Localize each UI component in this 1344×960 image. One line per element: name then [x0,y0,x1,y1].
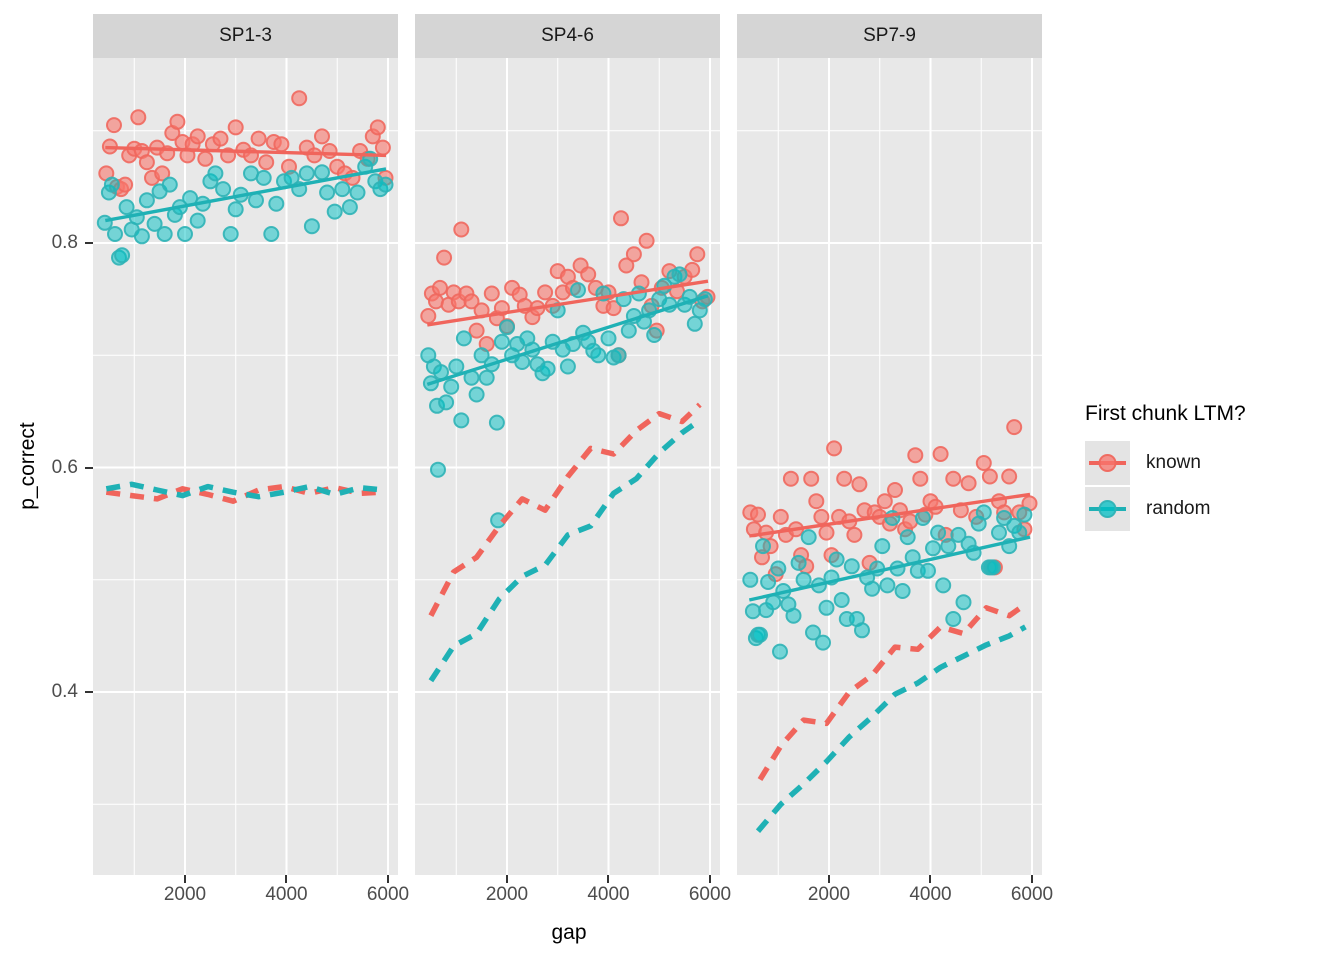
x-tick-label: 6000 [1010,884,1054,905]
x-tick-mark [506,875,508,883]
y-tick-mark [85,691,93,693]
legend-entry-random: random [1085,486,1246,532]
x-tick-label: 6000 [688,884,732,905]
facet-panel-sp4-6 [415,58,720,875]
x-tick-mark [828,875,830,883]
x-tick-label: 2000 [807,884,851,905]
legend-key-random-icon [1085,487,1130,531]
x-tick-mark [1030,875,1033,883]
legend-title: First chunk LTM? [1085,402,1246,425]
x-tick-mark [708,875,711,883]
x-tick-mark [929,875,932,883]
facet-panel-sp1-3 [93,58,398,875]
x-tick-label: 6000 [366,884,410,905]
y-tick-label: 0.6 [51,456,78,478]
x-tick-label: 2000 [485,884,529,905]
x-tick-label: 2000 [163,884,207,905]
legend-key-known-icon [1085,441,1130,485]
y-tick-mark [85,242,93,244]
facet-strip-sp7-9: SP7-9 [737,14,1042,58]
x-tick-mark [607,875,610,883]
facet-strip-sp4-6: SP4-6 [415,14,720,58]
x-tick-label: 4000 [265,884,308,905]
x-axis-title: gap [551,921,587,944]
x-tick-mark [386,875,389,883]
x-tick-label: 4000 [587,884,630,905]
facet-strip-sp1-3: SP1-3 [93,14,398,58]
x-tick-mark [184,875,186,883]
x-tick-mark [285,875,288,883]
legend-label-random: random [1146,498,1211,519]
legend-label-known: known [1146,452,1201,473]
facet-panel-sp7-9 [737,58,1042,875]
x-tick-label: 4000 [909,884,952,905]
y-tick-label: 0.4 [51,681,78,702]
y-tick-mark [85,466,93,469]
y-tick-label: 0.8 [51,232,78,253]
legend: First chunk LTM? known random [1085,402,1246,532]
legend-entry-known: known [1085,440,1246,486]
